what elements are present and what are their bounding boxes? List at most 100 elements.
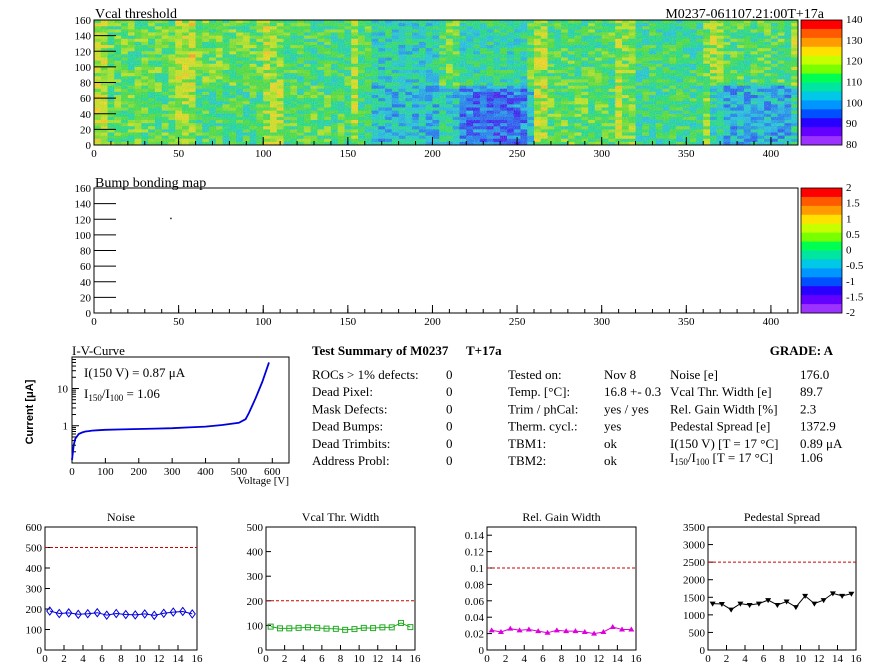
x-tick-label: 16	[631, 653, 643, 665]
data-point	[600, 628, 607, 634]
palette-swatch	[801, 188, 842, 198]
x-tick-label: 14	[612, 653, 624, 665]
data-point	[619, 626, 626, 632]
y-tick-label: 2500	[683, 557, 706, 569]
data-point	[572, 628, 579, 634]
data-point	[544, 629, 551, 635]
data-point	[379, 624, 386, 631]
result-label: Noise [e]	[670, 367, 718, 382]
roc-chart-frame	[707, 526, 857, 651]
x-tick-label: 16	[410, 653, 422, 665]
result-value: 0.89 μA	[800, 436, 843, 451]
palette-swatch	[801, 46, 842, 57]
palette-label: 0	[846, 245, 852, 257]
data-point	[160, 608, 168, 619]
iv-xlabel: Voltage [V]	[238, 475, 289, 487]
condition-label: TBM2:	[508, 453, 546, 468]
roc-chart-frame	[265, 526, 416, 651]
data-point	[802, 593, 809, 599]
palette-swatch	[801, 268, 842, 278]
palette-label: -2	[846, 307, 855, 319]
condition-label: Tested on:	[508, 367, 562, 382]
palette-swatch	[801, 73, 842, 83]
defect-value: 0	[446, 401, 453, 416]
y-tick-label: 300	[26, 584, 43, 596]
y-tick-label: 600	[26, 522, 43, 534]
y-tick-label: 120	[75, 46, 92, 58]
data-point	[774, 603, 781, 609]
x-tick-label: 8	[338, 653, 344, 665]
x-tick-label: 4	[301, 653, 307, 665]
x-tick-label: 14	[391, 653, 403, 665]
y-tick-label: 100	[247, 620, 264, 632]
data-point	[351, 626, 358, 633]
palette-swatch	[801, 241, 842, 251]
data-point	[609, 624, 616, 630]
x-tick-label: 150	[340, 316, 357, 328]
data-point	[553, 627, 560, 633]
data-point	[581, 628, 588, 634]
result-label: Pedestal Spread [e]	[670, 419, 770, 434]
data-point	[141, 609, 149, 619]
bump-color-palette: 2 1.5 1 0.5 0 -0.5 -1 -1.5 -2	[800, 182, 864, 319]
defect-value: 0	[446, 419, 453, 434]
y-tick-label: 80	[80, 246, 92, 258]
x-tick-label: 12	[593, 653, 604, 665]
x-tick-label: 200	[424, 148, 441, 160]
condition-label: Therm. cycl.:	[508, 419, 578, 434]
data-point	[360, 624, 367, 631]
palette-swatch	[801, 20, 842, 30]
ratio-value: 1.06	[800, 450, 823, 465]
roc-chart-title: Vcal Thr. Width	[302, 510, 379, 524]
data-point	[323, 625, 330, 632]
x-tick-label: 4	[742, 653, 748, 665]
y-tick-label: 0.14	[465, 530, 485, 542]
palette-label: 2	[846, 182, 852, 194]
y-tick-label: 20	[80, 292, 92, 304]
series-line	[270, 622, 411, 631]
palette-label: -1.5	[846, 291, 864, 303]
y-tick-label: 0	[86, 308, 92, 320]
palette-label: 130	[846, 35, 863, 47]
iv-series-line	[71, 362, 270, 461]
defect-label: Mask Defects:	[312, 401, 387, 416]
defect-value: 0	[446, 436, 453, 451]
x-tick-label: 400	[197, 466, 214, 478]
data-point	[783, 599, 790, 605]
roc-chart-frame	[486, 526, 637, 651]
x-tick-label: 600	[264, 466, 281, 478]
x-tick-label: 10	[795, 653, 807, 665]
defect-value: 0	[446, 367, 453, 382]
y-tick-label: 0.12	[465, 547, 484, 559]
data-point	[179, 606, 187, 617]
palette-swatch	[801, 37, 842, 48]
palette-swatch	[801, 118, 842, 128]
data-point	[84, 608, 92, 619]
result-label: I(150 V) [T = 17 °C]	[670, 436, 778, 451]
defect-label: Dead Bumps:	[312, 419, 383, 434]
x-tick-label: 300	[164, 466, 181, 478]
y-tick-label: 80	[80, 78, 92, 90]
vcal-map-axes: 0 50 100 150 200 250 300 350 400 0 20 40 60 80 100 120 1…	[75, 15, 799, 160]
palette-label: 0.5	[846, 229, 860, 241]
data-point	[488, 627, 495, 633]
x-tick-label: 400	[763, 316, 780, 328]
y-tick-label: 500	[26, 543, 43, 555]
vcal-threshold-map	[94, 20, 799, 146]
palette-label: 1	[846, 213, 852, 225]
y-tick-label: 0.02	[465, 629, 484, 641]
summary-table: ROCs > 1% defects: 0 Dead Pixel: 0 Mask Defe…	[312, 367, 843, 468]
data-point	[276, 625, 283, 632]
palette-swatch	[801, 214, 842, 225]
palette-label: 120	[846, 56, 863, 68]
y-tick-label: 0.06	[465, 596, 485, 608]
condition-label: TBM1:	[508, 436, 546, 451]
module-tag: M0237-061107.21:00T+17a	[665, 7, 824, 22]
palette-swatch	[801, 28, 842, 39]
palette-swatch	[801, 55, 842, 66]
x-tick-label: 8	[779, 653, 785, 665]
data-point	[267, 623, 274, 630]
result-value: 89.7	[800, 384, 823, 399]
palette-swatch	[801, 223, 842, 234]
data-point	[388, 624, 395, 631]
